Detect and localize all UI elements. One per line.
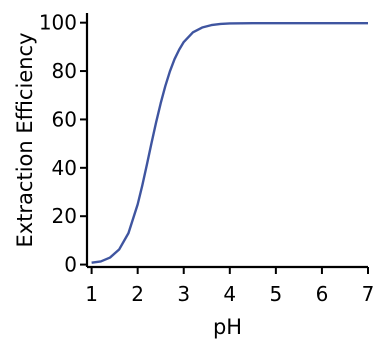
x-tick-label: 3 bbox=[177, 282, 190, 306]
y-axis-label: Extraction Efficiency bbox=[13, 32, 37, 247]
y-tick-label: 40 bbox=[52, 156, 77, 180]
series-line bbox=[91, 21, 368, 264]
y-tick-label: 20 bbox=[52, 204, 77, 228]
x-tick-label: 6 bbox=[316, 282, 329, 306]
y-tick-label: 100 bbox=[39, 11, 77, 35]
x-axis-label: pH bbox=[213, 315, 242, 339]
series-layer bbox=[91, 21, 368, 264]
x-tick-label: 2 bbox=[131, 282, 144, 306]
x-tick-label: 7 bbox=[362, 282, 375, 306]
y-tick-label: 60 bbox=[52, 107, 77, 131]
y-tick-label: 0 bbox=[64, 253, 77, 277]
x-tick-label: 4 bbox=[223, 282, 236, 306]
ticks: 1 2 3 4 5 6 7 0 20 40 60 80 100 bbox=[39, 11, 375, 306]
x-tick-label: 1 bbox=[85, 282, 98, 306]
y-tick-label: 80 bbox=[52, 59, 77, 83]
x-tick-label: 5 bbox=[270, 282, 283, 306]
